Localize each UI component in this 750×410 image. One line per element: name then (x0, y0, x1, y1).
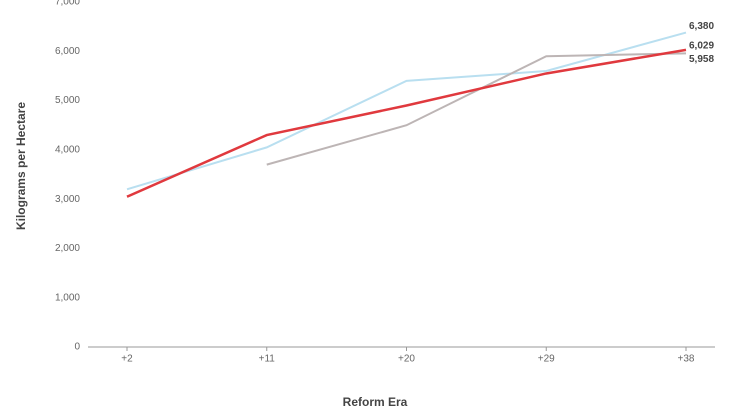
y-tick-label: 7,000 (55, 0, 80, 8)
value-label: 5,958 (689, 54, 714, 65)
y-tick-label: 3,000 (55, 194, 80, 205)
series-line (126, 48, 687, 198)
x-tick-label: +29 (538, 354, 555, 365)
y-tick-label: 0 (74, 342, 80, 353)
value-label: 6,380 (689, 21, 714, 32)
y-tick-label: 4,000 (55, 144, 80, 155)
y-axis-title: Kilograms per Hectare (14, 102, 28, 230)
value-label: 6,029 (689, 40, 714, 51)
x-tick-label: +38 (678, 354, 695, 365)
x-tick-label: +2 (121, 354, 133, 365)
series-line (266, 52, 687, 166)
y-tick-label: 2,000 (55, 243, 80, 254)
x-tick-label: +11 (259, 354, 276, 365)
series-line (126, 31, 687, 191)
x-tick-label: +20 (398, 354, 415, 365)
y-tick-label: 1,000 (55, 292, 80, 303)
y-tick-label: 6,000 (55, 46, 80, 57)
x-axis-title: Reform Era (343, 395, 408, 409)
y-tick-label: 5,000 (55, 95, 80, 106)
